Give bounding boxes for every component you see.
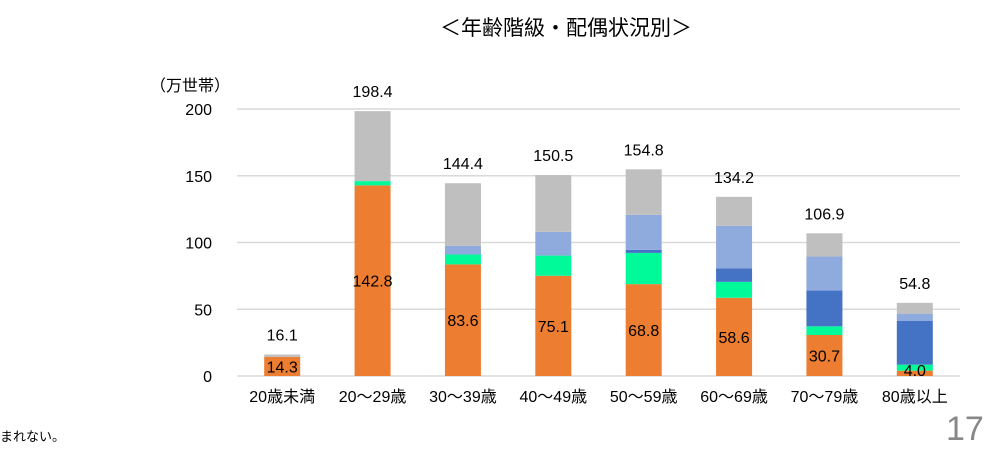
footnote-text: まれない。 (0, 430, 66, 445)
bar-segment (264, 354, 301, 357)
bar-segment (444, 254, 481, 265)
bar-segment (625, 169, 662, 215)
total-data-label: 154.8 (624, 142, 664, 159)
bar-segment (625, 214, 662, 250)
y-tick-label: 200 (185, 102, 212, 119)
bar-segment (716, 225, 753, 269)
segment-data-label: 75.1 (538, 319, 569, 336)
bar-segment (896, 313, 933, 321)
bar-segment (896, 370, 933, 376)
segment-data-label: 68.8 (628, 323, 659, 340)
x-tick-label: 70～79歳 (791, 388, 859, 406)
bar-segment (806, 233, 843, 257)
bar-segment (535, 275, 572, 376)
bar-segment (535, 175, 572, 232)
bar-segment (625, 249, 662, 253)
segment-data-label: 83.6 (447, 313, 478, 330)
x-tick-label: 50～59歳 (610, 388, 678, 406)
segment-data-label: 142.8 (353, 274, 393, 291)
bar-segment (806, 256, 843, 291)
bar-segment (625, 284, 662, 376)
segment-data-label: 58.6 (718, 330, 749, 347)
segment-data-label: 14.3 (267, 359, 298, 376)
bar-segment (806, 326, 843, 336)
bar-segment (444, 183, 481, 246)
x-tick-label: 60～69歳 (700, 388, 768, 406)
bar-segment (896, 302, 933, 314)
bar-segment (896, 320, 933, 365)
bar-segment (806, 335, 843, 376)
y-tick-label: 100 (185, 236, 212, 253)
bar-segment (354, 181, 391, 186)
page-number: 17 (946, 410, 984, 448)
total-data-label: 54.8 (899, 276, 930, 293)
bar-segment (716, 281, 753, 298)
total-data-label: 198.4 (353, 84, 393, 101)
bar-segment (806, 290, 843, 327)
x-tick-label: 80歳以上 (882, 388, 948, 406)
total-data-label: 106.9 (804, 206, 844, 223)
bar-segment (264, 356, 301, 376)
y-tick-label: 0 (203, 369, 212, 386)
x-tick-label: 20歳未満 (249, 388, 315, 406)
segment-data-label: 4.0 (904, 363, 926, 380)
bar-segment (354, 111, 391, 182)
bar-segment (625, 252, 662, 285)
y-axis-unit-label: （万世帯） (150, 76, 231, 95)
x-tick-label: 30～39歳 (429, 388, 497, 406)
bar-segment (535, 255, 572, 276)
y-tick-label: 50 (194, 302, 212, 319)
x-tick-label: 20～29歳 (339, 388, 407, 406)
segment-data-label: 30.7 (809, 349, 840, 366)
bar-segment (716, 196, 753, 226)
bar-segment (716, 297, 753, 376)
bar-segment (535, 231, 572, 256)
total-data-label: 150.5 (533, 148, 573, 165)
bar-segment (354, 185, 391, 376)
bar-segment (444, 245, 481, 255)
total-data-label: 16.1 (267, 328, 298, 345)
bar-segment (716, 268, 753, 282)
y-tick-label: 150 (185, 169, 212, 186)
bar-segment (896, 364, 933, 371)
chart-title: ＜年齢階級・配偶状況別＞ (440, 16, 692, 40)
total-data-label: 144.4 (443, 156, 483, 173)
bar-segment (444, 264, 481, 376)
x-tick-label: 40～49歳 (520, 388, 588, 406)
total-data-label: 134.2 (714, 170, 754, 187)
